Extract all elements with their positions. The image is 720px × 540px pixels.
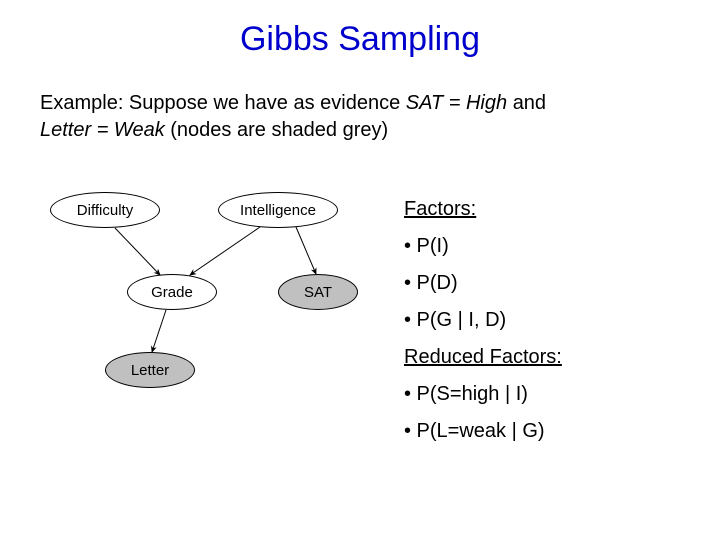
desc-l1-a: Example: Suppose we have as evidence [40, 92, 406, 114]
node-letter-label: Letter [131, 362, 169, 379]
factor-item: • P(G | I, D) [404, 309, 562, 332]
edges-svg [0, 0, 720, 540]
node-intelligence: Intelligence [218, 192, 338, 228]
description-block: Example: Suppose we have as evidence SAT… [40, 90, 546, 144]
node-intelligence-label: Intelligence [240, 202, 316, 219]
node-sat-label: SAT [304, 284, 332, 301]
node-sat: SAT [278, 274, 358, 310]
edge-arrow [115, 228, 160, 275]
edge-arrow [152, 310, 166, 352]
factor-item: • P(D) [404, 272, 562, 295]
desc-l1-c: and [513, 92, 546, 114]
factors-block: Factors: • P(I) • P(D) • P(G | I, D) Red… [404, 198, 562, 443]
factor-item: • P(S=high | I) [404, 383, 562, 406]
node-grade: Grade [127, 274, 217, 310]
edge-arrow [190, 227, 260, 275]
node-difficulty: Difficulty [50, 192, 160, 228]
desc-l1-b: SAT = High [406, 92, 513, 114]
node-letter: Letter [105, 352, 195, 388]
factor-item: • P(L=weak | G) [404, 420, 562, 443]
description-line-2: Letter = Weak (nodes are shaded grey) [40, 117, 546, 144]
description-line-1: Example: Suppose we have as evidence SAT… [40, 90, 546, 117]
page-title: Gibbs Sampling [0, 20, 720, 59]
desc-l2-b: (nodes are shaded grey) [170, 119, 388, 141]
node-difficulty-label: Difficulty [77, 202, 133, 219]
edge-arrow [296, 227, 316, 274]
reduced-factors-heading: Reduced Factors: [404, 346, 562, 369]
node-grade-label: Grade [151, 284, 193, 301]
factor-item: • P(I) [404, 235, 562, 258]
desc-l2-a: Letter = Weak [40, 119, 170, 141]
factors-heading: Factors: [404, 198, 562, 221]
page-title-text: Gibbs Sampling [240, 20, 480, 58]
